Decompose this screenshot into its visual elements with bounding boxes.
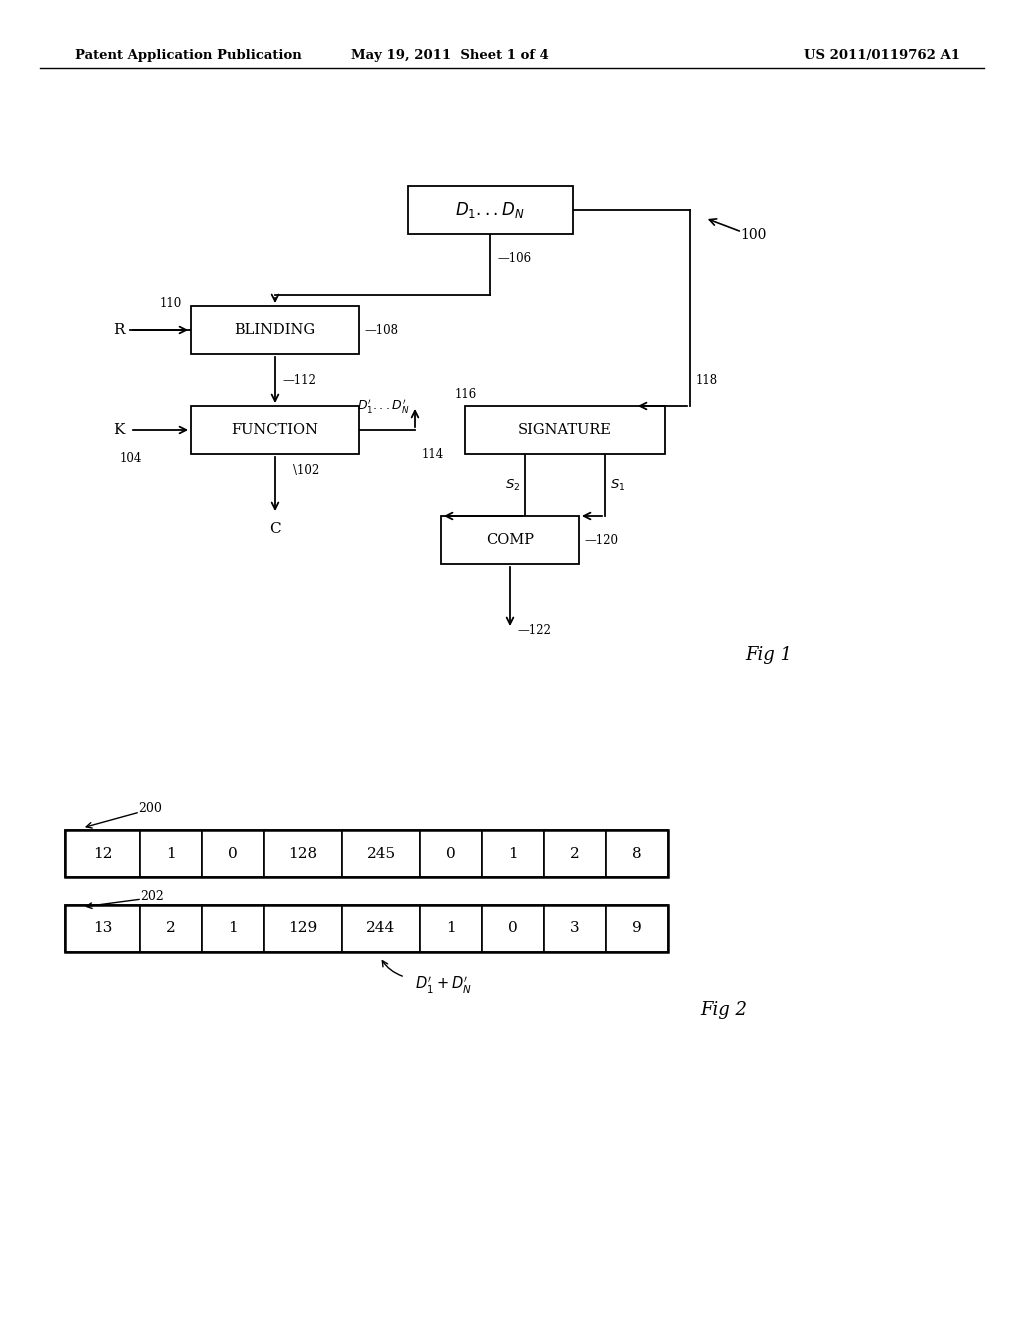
Text: 13: 13: [93, 921, 113, 936]
Text: $D_1'+D_N'$: $D_1'+D_N'$: [415, 974, 472, 995]
FancyBboxPatch shape: [264, 906, 342, 952]
Text: 12: 12: [93, 846, 113, 861]
FancyBboxPatch shape: [420, 830, 482, 876]
FancyBboxPatch shape: [65, 830, 140, 876]
Text: 129: 129: [289, 921, 317, 936]
Text: May 19, 2011  Sheet 1 of 4: May 19, 2011 Sheet 1 of 4: [351, 49, 549, 62]
Text: Fig 1: Fig 1: [745, 645, 792, 664]
Text: K: K: [114, 422, 125, 437]
Text: $D_1...D_N$: $D_1...D_N$: [456, 201, 524, 220]
Text: —108: —108: [364, 323, 398, 337]
FancyBboxPatch shape: [202, 830, 264, 876]
Text: 114: 114: [422, 447, 444, 461]
Text: Fig 2: Fig 2: [700, 1001, 746, 1019]
FancyBboxPatch shape: [482, 830, 544, 876]
Text: SIGNATURE: SIGNATURE: [518, 422, 612, 437]
Text: —106: —106: [497, 252, 531, 265]
Text: —112: —112: [282, 374, 315, 387]
Text: 2: 2: [570, 846, 580, 861]
FancyBboxPatch shape: [482, 906, 544, 952]
Text: 128: 128: [289, 846, 317, 861]
Text: 9: 9: [632, 921, 642, 936]
FancyBboxPatch shape: [441, 516, 579, 564]
Text: 0: 0: [446, 846, 456, 861]
Text: 104: 104: [120, 451, 142, 465]
Text: US 2011/0119762 A1: US 2011/0119762 A1: [804, 49, 961, 62]
Text: BLINDING: BLINDING: [234, 323, 315, 337]
Text: 200: 200: [138, 801, 162, 814]
FancyBboxPatch shape: [342, 830, 420, 876]
Text: $S_2$: $S_2$: [505, 478, 520, 492]
Text: 1: 1: [228, 921, 238, 936]
FancyBboxPatch shape: [606, 830, 668, 876]
Text: 0: 0: [508, 921, 518, 936]
Text: 244: 244: [367, 921, 395, 936]
Text: 8: 8: [632, 846, 642, 861]
Text: 1: 1: [508, 846, 518, 861]
Text: 118: 118: [696, 374, 718, 387]
FancyBboxPatch shape: [342, 906, 420, 952]
FancyBboxPatch shape: [191, 306, 359, 354]
Text: 100: 100: [740, 228, 766, 242]
FancyBboxPatch shape: [264, 830, 342, 876]
FancyBboxPatch shape: [606, 906, 668, 952]
Text: \102: \102: [293, 465, 319, 477]
Text: R: R: [114, 323, 125, 337]
Text: $D_1'...D_N'$: $D_1'...D_N'$: [357, 397, 410, 414]
Text: 245: 245: [367, 846, 395, 861]
FancyBboxPatch shape: [140, 830, 202, 876]
Text: 202: 202: [140, 890, 164, 903]
Text: 110: 110: [160, 297, 182, 310]
Text: —120: —120: [584, 533, 618, 546]
FancyBboxPatch shape: [191, 407, 359, 454]
FancyBboxPatch shape: [465, 407, 665, 454]
Text: 1: 1: [446, 921, 456, 936]
Text: 116: 116: [455, 388, 477, 401]
Text: FUNCTION: FUNCTION: [231, 422, 318, 437]
Text: COMP: COMP: [486, 533, 534, 546]
FancyBboxPatch shape: [544, 830, 606, 876]
Text: 2: 2: [166, 921, 176, 936]
FancyBboxPatch shape: [420, 906, 482, 952]
Text: C: C: [269, 521, 281, 536]
Text: Patent Application Publication: Patent Application Publication: [75, 49, 302, 62]
Text: —122: —122: [517, 624, 551, 638]
FancyBboxPatch shape: [544, 906, 606, 952]
Text: 1: 1: [166, 846, 176, 861]
FancyBboxPatch shape: [65, 906, 140, 952]
FancyBboxPatch shape: [140, 906, 202, 952]
FancyBboxPatch shape: [408, 186, 572, 234]
Text: 3: 3: [570, 921, 580, 936]
Text: 0: 0: [228, 846, 238, 861]
FancyBboxPatch shape: [202, 906, 264, 952]
Text: $S_1$: $S_1$: [610, 478, 626, 492]
